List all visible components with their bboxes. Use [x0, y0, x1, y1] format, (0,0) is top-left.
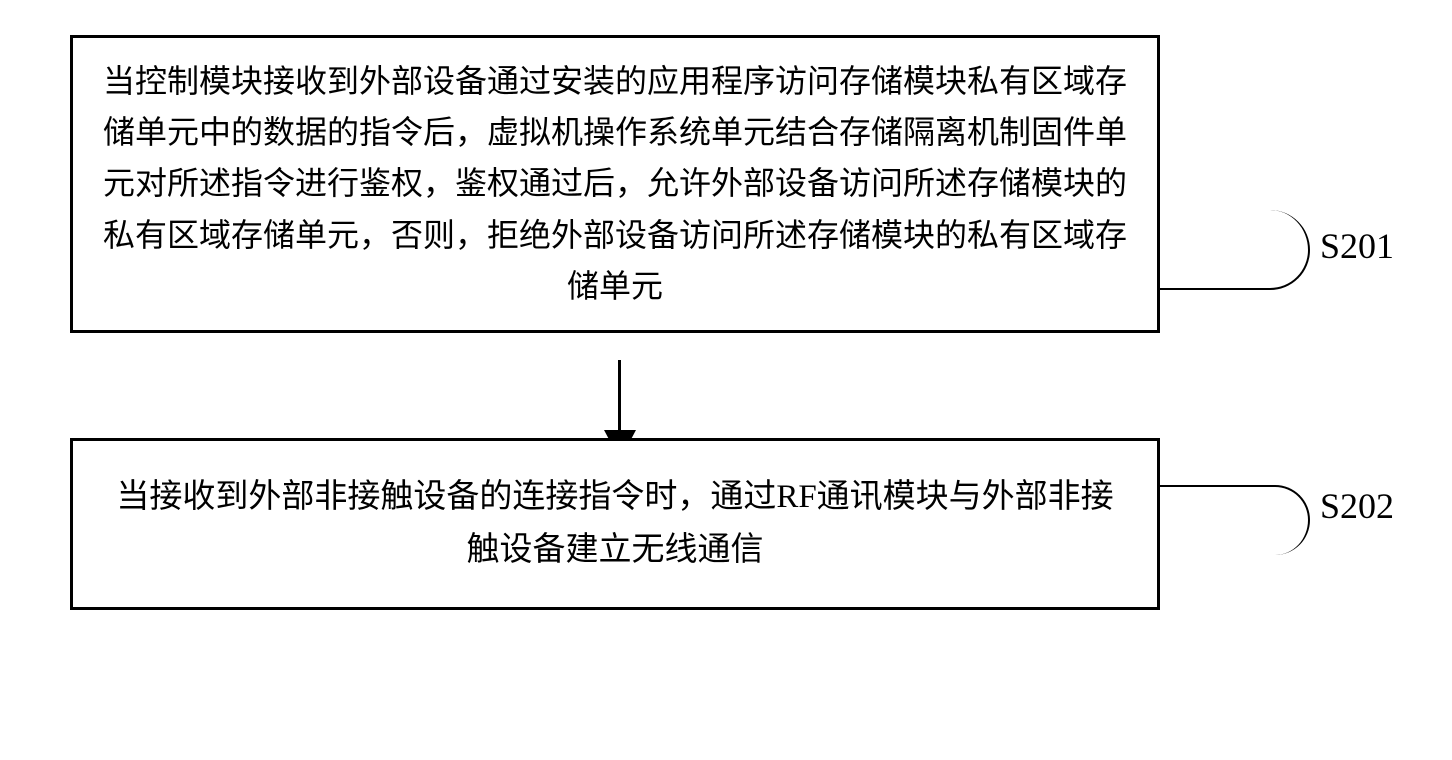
- step-1-text: 当控制模块接收到外部设备通过安装的应用程序访问存储模块私有区域存储单元中的数据的…: [103, 63, 1127, 304]
- arrow-line: [618, 360, 621, 435]
- label-s202: S202: [1320, 485, 1394, 527]
- flowchart-container: 当控制模块接收到外部设备通过安装的应用程序访问存储模块私有区域存储单元中的数据的…: [50, 35, 1400, 610]
- label-s201: S201: [1320, 225, 1394, 267]
- connector-line-1: [1160, 210, 1310, 290]
- step-2-text: 当接收到外部非接触设备的连接指令时，通过RF通讯模块与外部非接触设备建立无线通信: [116, 479, 1113, 568]
- step-1-box: 当控制模块接收到外部设备通过安装的应用程序访问存储模块私有区域存储单元中的数据的…: [70, 35, 1160, 333]
- connector-line-2: [1160, 485, 1310, 555]
- step-2-box: 当接收到外部非接触设备的连接指令时，通过RF通讯模块与外部非接触设备建立无线通信: [70, 438, 1160, 610]
